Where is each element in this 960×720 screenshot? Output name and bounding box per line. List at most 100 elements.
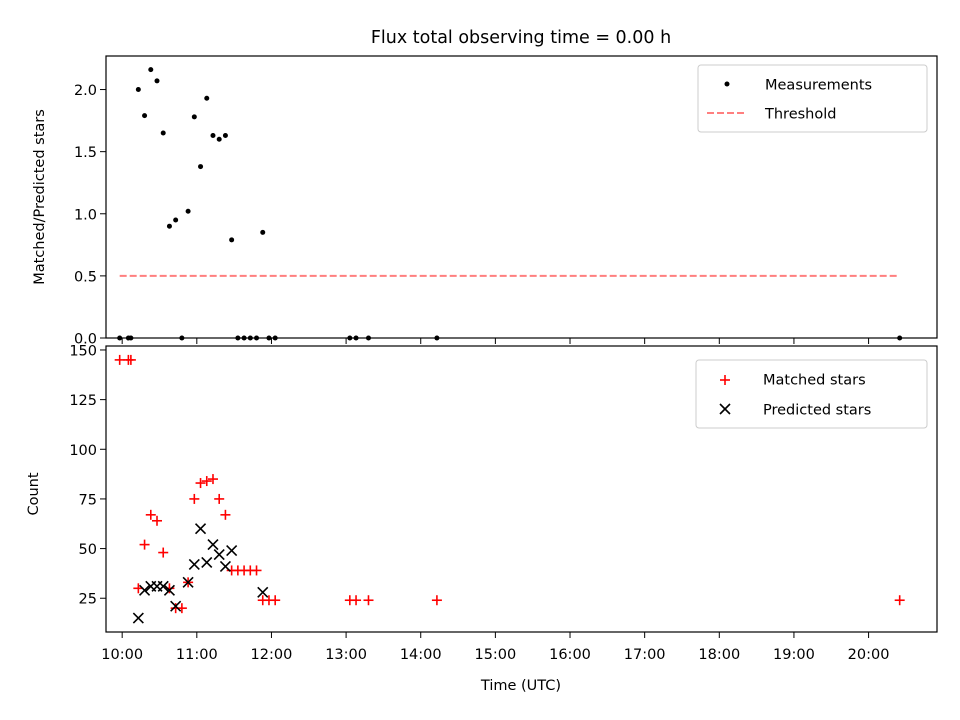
predicted-star-point xyxy=(207,539,219,551)
y-tick-label: 50 xyxy=(79,542,97,558)
y-tick-label: 1.0 xyxy=(74,207,97,223)
matched-star-point xyxy=(351,595,362,606)
measurement-point xyxy=(260,229,266,235)
matched-star-point xyxy=(189,493,200,504)
predicted-star-stroke-b xyxy=(188,558,200,571)
y-tick-label: 75 xyxy=(79,492,97,508)
x-tick-label: 16:00 xyxy=(549,647,591,663)
x-tick-label: 13:00 xyxy=(325,647,367,663)
matched-star-point xyxy=(145,509,156,520)
matched-star-point xyxy=(125,354,136,365)
matched-star-point xyxy=(195,478,206,489)
legend-matched-label: Matched stars xyxy=(763,373,866,389)
ratio-y-ticks: 0.0 0.5 1.0 1.5 2.0 xyxy=(74,83,106,348)
matched-star-point xyxy=(114,354,125,365)
predicted-star-point xyxy=(194,523,207,535)
measurement-point xyxy=(173,217,179,223)
measurement-point xyxy=(148,67,154,73)
x-tick-label: 11:00 xyxy=(176,647,218,663)
x-tick-label: 15:00 xyxy=(474,647,516,663)
y-tick-label: 1.5 xyxy=(74,145,97,161)
predicted-star-point xyxy=(138,584,151,596)
measurement-point xyxy=(216,136,222,142)
predicted-star-stroke-b xyxy=(207,539,219,551)
matched-star-point xyxy=(220,509,231,520)
ratio-legend: Measurements Threshold xyxy=(697,64,928,133)
predicted-star-stroke-b xyxy=(170,600,182,612)
x-tick-label: 20:00 xyxy=(848,647,890,663)
count-legend: Matched stars Predicted stars xyxy=(695,359,928,429)
count-axes-frame xyxy=(105,345,938,633)
measurement-point xyxy=(160,130,166,136)
measurement-point xyxy=(142,113,148,119)
ratio-legend-box xyxy=(697,64,928,133)
matched-star-point xyxy=(152,515,163,526)
predicted-star-point xyxy=(132,612,144,624)
predicted-star-stroke-b xyxy=(138,584,151,596)
predicted-star-point xyxy=(157,580,169,592)
predicted-star-stroke-b xyxy=(194,523,207,535)
ratio-x-ticks xyxy=(121,338,870,344)
matched-star-point xyxy=(251,565,262,576)
count-y-ticks: 25 50 75 100 125 150 xyxy=(69,343,106,608)
predicted-star-point xyxy=(170,600,182,612)
predicted-star-stroke-b xyxy=(163,584,176,596)
matched-star-point xyxy=(894,595,905,606)
matched-star-point xyxy=(158,547,169,558)
y-tick-label: 100 xyxy=(69,443,97,459)
count-marks xyxy=(114,354,905,624)
legend-matched-marker xyxy=(720,375,730,385)
x-axis-label: Time (UTC) xyxy=(480,678,561,694)
y-tick-label: 0.0 xyxy=(74,332,97,348)
predicted-star-point xyxy=(257,586,269,598)
ratio-y-axis-label: Matched/Predicted stars xyxy=(32,109,48,285)
count-y-axis-label: Count xyxy=(26,472,42,515)
measurement-point xyxy=(166,223,172,229)
count-x-ticks: 10:00 11:00 12:00 13:00 14:00 15:00 16:00 17:00… xyxy=(101,632,889,663)
measurement-point xyxy=(185,208,191,214)
predicted-star-point xyxy=(219,560,231,573)
ratio-panel: 0.00.51.01.52.0 Matched/Predicted stars … xyxy=(32,55,938,348)
y-tick-label: 2.0 xyxy=(74,83,97,99)
predicted-star-point xyxy=(163,584,176,596)
predicted-star-point xyxy=(213,548,225,561)
matched-star-point xyxy=(214,493,225,504)
legend-measurements-label: Measurements xyxy=(765,78,872,94)
y-tick-label: 150 xyxy=(69,343,97,359)
measurement-point xyxy=(210,133,216,139)
x-tick-label: 14:00 xyxy=(400,647,442,663)
y-tick-label: 25 xyxy=(79,592,97,608)
predicted-star-stroke-b xyxy=(132,612,144,624)
predicted-star-stroke-b xyxy=(182,576,194,588)
predicted-star-stroke-b xyxy=(157,580,169,592)
predicted-star-point xyxy=(188,558,200,571)
ratio-axes-frame xyxy=(105,55,938,339)
matched-star-point xyxy=(270,595,281,606)
matched-star-point xyxy=(363,595,374,606)
count-panel: 25 50 75 100 125 150 10:00 11:00 12:00 13:00 14:0… xyxy=(26,343,938,694)
matched-star-point xyxy=(207,474,218,485)
predicted-star-point xyxy=(201,556,213,569)
predicted-star-point xyxy=(226,545,238,557)
measurement-point xyxy=(198,164,204,170)
chart-title: Flux total observing time = 0.00 h xyxy=(371,28,671,48)
x-tick-label: 17:00 xyxy=(624,647,666,663)
x-tick-label: 12:00 xyxy=(251,647,293,663)
x-tick-label: 18:00 xyxy=(698,647,740,663)
matched-star-point xyxy=(139,539,150,550)
measurement-point xyxy=(222,133,228,139)
y-tick-label: 125 xyxy=(69,393,97,409)
predicted-star-stroke-b xyxy=(257,586,269,598)
x-tick-label: 19:00 xyxy=(773,647,815,663)
matched-star-point xyxy=(431,595,442,606)
legend-measurements-marker xyxy=(724,81,730,87)
measurement-point xyxy=(204,95,210,101)
predicted-star-stroke-b xyxy=(226,545,238,557)
measurement-point xyxy=(229,237,235,243)
measurement-point xyxy=(154,78,160,84)
legend-threshold-label: Threshold xyxy=(764,107,836,123)
measurement-point xyxy=(191,114,197,120)
legend-predicted-marker xyxy=(719,403,731,415)
predicted-star-stroke-b xyxy=(219,560,231,573)
